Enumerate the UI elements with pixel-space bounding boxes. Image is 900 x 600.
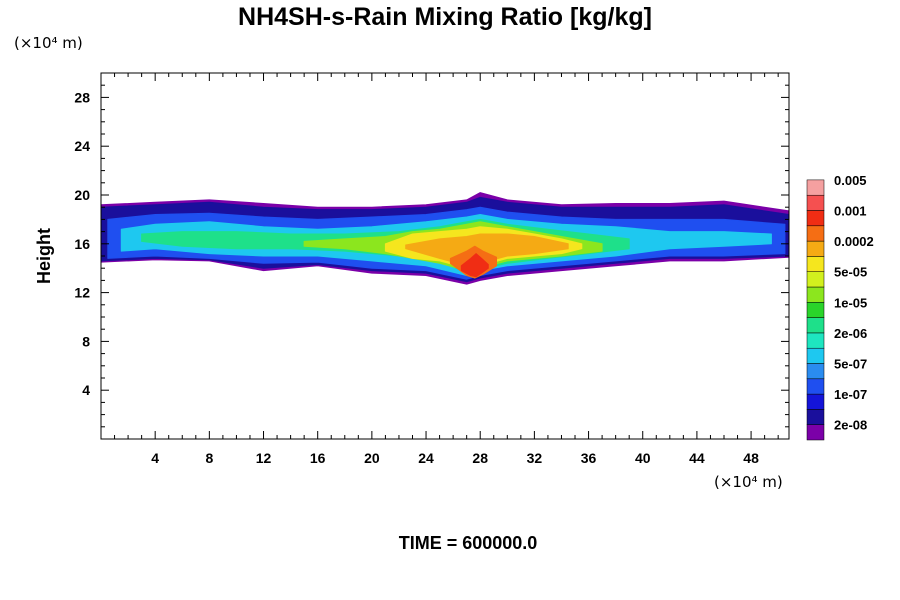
y-axis: 4 8 12 16 20 24 28 <box>74 84 789 428</box>
colorbar-swatch <box>806 256 825 272</box>
y-tick-label: 28 <box>74 89 90 105</box>
colorbar-swatch <box>806 240 825 257</box>
colorbar-swatch <box>806 393 825 410</box>
time-label: TIME = 600000.0 <box>399 533 538 553</box>
x-tick-label: 24 <box>418 450 434 466</box>
x-tick-label: 28 <box>472 450 488 466</box>
y-tick-label: 8 <box>82 333 90 349</box>
y-tick-label: 24 <box>74 138 90 154</box>
colorbar-swatch <box>806 271 825 288</box>
contour-band-7 <box>405 233 569 267</box>
colorbar-swatch <box>806 225 825 242</box>
colorbar-swatch <box>806 424 825 441</box>
y-axis-label: Height <box>34 228 54 284</box>
contour-band-9 <box>460 253 489 278</box>
mixing-ratio-field <box>101 192 789 285</box>
x-tick-label: 44 <box>689 450 705 466</box>
colorbar-label: 2e-08 <box>834 418 867 433</box>
colorbar-label: 1e-05 <box>834 295 867 310</box>
colorbar-swatch <box>806 286 825 303</box>
colorbar-label: 2e-06 <box>834 326 867 341</box>
x-tick-label: 12 <box>256 450 272 466</box>
colorbar-label: 1e-07 <box>834 387 867 402</box>
colorbar-label: 5e-07 <box>834 357 867 372</box>
x-tick-label: 20 <box>364 450 380 466</box>
x-tick-label: 36 <box>581 450 597 466</box>
colorbar-label: 0.005 <box>834 173 867 188</box>
x-tick-label: 32 <box>527 450 543 466</box>
x-axis: 4 8 12 16 20 24 28 32 36 40 44 48 <box>114 73 779 466</box>
y-tick-label: 20 <box>74 187 90 203</box>
colorbar-swatch <box>806 317 825 334</box>
colorbar: 2e-08 1e-07 5e-07 2e-06 1e-05 5e-05 0.0002 0.00… <box>806 173 874 441</box>
x-tick-label: 4 <box>151 450 159 466</box>
colorbar-swatch <box>806 363 825 380</box>
colorbar-swatch <box>806 194 825 211</box>
colorbar-swatch <box>806 332 825 349</box>
colorbar-label: 5e-05 <box>834 265 867 280</box>
x-tick-label: 40 <box>635 450 651 466</box>
y-tick-label: 4 <box>82 382 90 398</box>
colorbar-label: 0.001 <box>834 204 867 219</box>
x-tick-label: 16 <box>310 450 326 466</box>
colorbar-label: 0.0002 <box>834 234 874 249</box>
y-axis-unit: (×10⁴ m) <box>14 34 83 52</box>
colorbar-swatch <box>806 378 825 395</box>
colorbar-swatch <box>806 179 825 196</box>
colorbar-swatch <box>806 409 825 425</box>
y-tick-label: 16 <box>74 236 90 252</box>
x-tick-label: 8 <box>205 450 213 466</box>
colorbar-swatch <box>806 347 825 364</box>
x-tick-label: 48 <box>743 450 759 466</box>
x-axis-unit: (×10⁴ m) <box>714 473 783 491</box>
colorbar-swatch <box>806 302 825 318</box>
colorbar-swatch <box>806 210 825 227</box>
y-tick-label: 12 <box>74 285 90 301</box>
chart-title: NH4SH-s-Rain Mixing Ratio [kg/kg] <box>238 3 652 31</box>
